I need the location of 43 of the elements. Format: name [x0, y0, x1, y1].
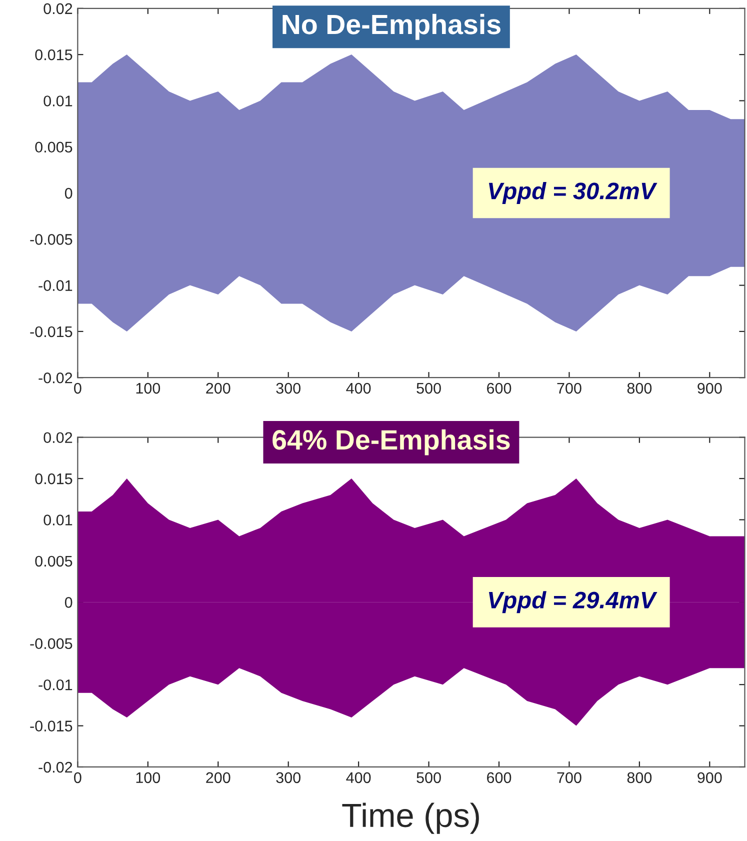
x-tick-label: 0 [74, 382, 82, 394]
x-tick-label: 700 [557, 382, 582, 394]
y-tick-label: -0.015 [30, 720, 72, 732]
y-tick-label: -0.01 [38, 280, 72, 291]
x-tick-label: 900 [698, 772, 722, 784]
x-tick-label: 400 [346, 772, 371, 784]
chart-title: 64% De-Emphasis [272, 429, 510, 456]
x-tick-label: 700 [557, 772, 582, 784]
x-tick-label: 300 [276, 382, 300, 394]
y-tick-label: 0 [64, 188, 72, 199]
x-tick-label: 200 [206, 382, 230, 394]
x-tick-label: 500 [416, 382, 441, 394]
x-tick-label: 800 [627, 772, 652, 784]
x-tick-label: 600 [487, 382, 512, 394]
x-tick-label: 600 [487, 772, 512, 784]
y-tick-label: -0.02 [38, 762, 72, 773]
y-tick-label: 0.02 [44, 3, 72, 14]
x-tick-label: 100 [136, 772, 160, 784]
y-tick-label: 0 [64, 597, 72, 608]
x-tick-label: 500 [416, 772, 441, 784]
annotation: Vppd = 30.2mV [488, 182, 658, 204]
x-tick-label: 200 [206, 772, 230, 784]
y-tick-label: 0.02 [44, 432, 72, 444]
y-tick-label: -0.01 [38, 679, 72, 690]
y-tick-label: 0.01 [44, 96, 72, 106]
x-tick-label: 800 [627, 382, 652, 394]
chart-title: No De-Emphasis [282, 14, 500, 40]
annotation: Vppd = 29.4mV [488, 591, 658, 614]
y-tick-label: -0.005 [30, 234, 72, 245]
x-axis-title: Time (ps) [342, 802, 479, 834]
y-tick-label: -0.005 [30, 638, 72, 650]
y-tick-label: -0.02 [38, 372, 72, 384]
y-tick-label: 0.005 [35, 142, 72, 153]
y-tick-label: 0.015 [35, 473, 72, 484]
x-tick-label: 900 [698, 382, 722, 394]
x-tick-label: 400 [346, 382, 371, 394]
x-tick-label: 100 [136, 382, 160, 394]
y-tick-label: 0.005 [35, 556, 72, 567]
x-tick-label: 300 [276, 772, 300, 784]
y-tick-label: 0.015 [35, 49, 72, 60]
x-tick-label: 0 [74, 772, 82, 784]
y-tick-label: -0.015 [30, 326, 72, 338]
y-tick-label: 0.01 [44, 514, 72, 526]
